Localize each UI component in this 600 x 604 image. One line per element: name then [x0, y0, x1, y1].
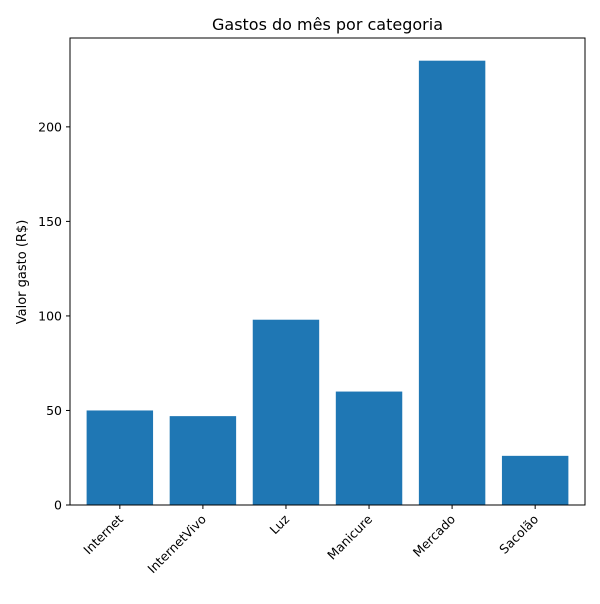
x-tick-label: Manicure — [324, 511, 375, 562]
y-tick-label: 100 — [38, 308, 62, 323]
x-tick-label: Internet — [80, 511, 126, 557]
y-tick-label: 50 — [46, 403, 62, 418]
y-tick-label: 200 — [38, 119, 62, 134]
x-tick-label: Sacolão — [496, 512, 541, 557]
bar-mercado — [418, 60, 486, 505]
y-axis-label: Valor gasto (R$) — [15, 220, 30, 325]
x-tick-label: Luz — [266, 511, 292, 537]
bars-group — [86, 60, 569, 505]
x-tick-label: InternetVivo — [144, 512, 209, 577]
y-tick-label: 0 — [54, 498, 62, 513]
chart-title: Gastos do mês por categoria — [212, 15, 443, 34]
bar-internet — [86, 410, 154, 505]
bar-sacolão — [501, 455, 569, 505]
plot-frame — [69, 37, 586, 506]
y-tick-label: 150 — [38, 214, 62, 229]
x-tick-label: Mercado — [410, 512, 458, 560]
bar-luz — [252, 319, 320, 505]
bar-internetvivo — [169, 416, 237, 505]
bar-manicure — [335, 391, 403, 505]
